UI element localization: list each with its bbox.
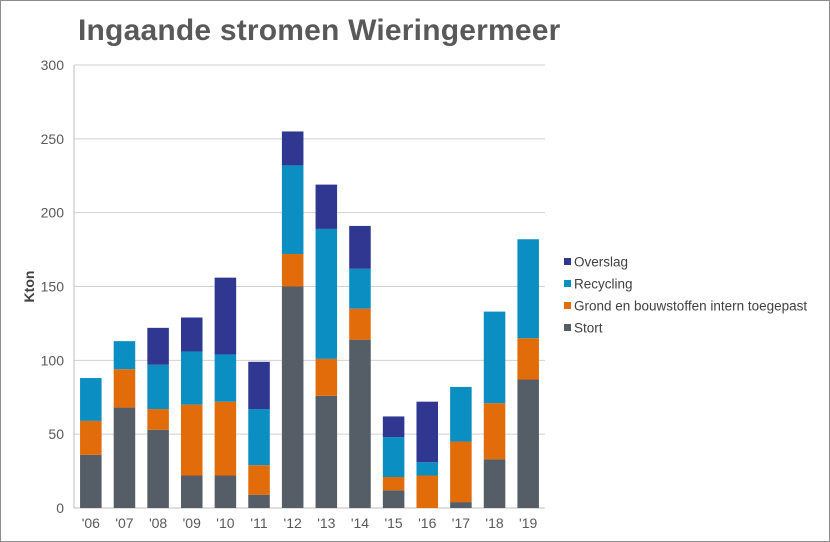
bar-segment xyxy=(281,165,304,255)
bar-segment xyxy=(281,131,304,166)
x-tick-label: '10 xyxy=(216,515,234,531)
chart-title: Ingaande stromen Wieringermeer xyxy=(78,14,561,47)
bar-segment xyxy=(450,502,472,508)
legend-label: Stort xyxy=(574,321,603,336)
bar-segment xyxy=(248,361,270,410)
bar-segment xyxy=(450,386,472,442)
legend-swatch xyxy=(564,258,571,265)
x-tick-label: '08 xyxy=(149,515,167,531)
bar-segment xyxy=(483,311,506,404)
bar-segment xyxy=(349,268,371,309)
bar-segment xyxy=(147,327,169,365)
bar-segment xyxy=(214,475,237,508)
bar-segment xyxy=(80,378,102,421)
bar-segment xyxy=(382,490,405,508)
bar-segment xyxy=(147,429,169,508)
bar-segment xyxy=(416,475,439,508)
bar-segment xyxy=(248,494,270,508)
bar-segment xyxy=(214,401,237,476)
legend-label: Grond en bouwstoffen intern toegepast xyxy=(574,299,807,314)
y-tick-label: 0 xyxy=(56,500,64,516)
x-tick-label: '09 xyxy=(183,515,201,531)
x-tick-label: '11 xyxy=(250,515,267,531)
y-tick-label: 200 xyxy=(41,205,65,221)
bar-segment xyxy=(113,369,136,408)
bar-segment xyxy=(214,354,237,402)
x-tick-label: '17 xyxy=(452,515,470,531)
bar-segment xyxy=(80,454,102,508)
bar-segment xyxy=(214,277,237,355)
bar-segment xyxy=(483,403,506,460)
bar-segment xyxy=(113,407,136,508)
x-tick-label: '13 xyxy=(317,515,335,531)
bar-segment xyxy=(281,286,304,508)
bar-segment xyxy=(517,239,539,339)
y-tick-label: 250 xyxy=(41,131,65,147)
legend-swatch xyxy=(564,302,571,309)
bar-segment xyxy=(349,225,371,269)
bar-segment xyxy=(180,475,203,508)
bar-segment xyxy=(315,358,338,396)
bar-segment xyxy=(382,437,405,477)
bar-segment xyxy=(281,254,304,287)
y-axis-title: Kton xyxy=(21,271,37,303)
x-tick-label: '15 xyxy=(384,515,402,531)
bar-segment xyxy=(416,401,439,463)
bar-segment xyxy=(248,465,270,495)
x-tick-label: '14 xyxy=(351,515,369,531)
bar-segment xyxy=(180,317,203,352)
x-tick-label: '19 xyxy=(519,515,537,531)
x-tick-label: '06 xyxy=(82,515,100,531)
bar-segment xyxy=(147,409,169,430)
bar-segment xyxy=(517,379,539,508)
bar-segment xyxy=(315,395,338,508)
x-tick-label: '18 xyxy=(485,515,503,531)
bar-segment xyxy=(147,364,169,410)
bar-segment xyxy=(113,341,136,370)
x-tick-label: '07 xyxy=(115,515,133,531)
y-tick-label: 100 xyxy=(41,352,65,368)
bar-segment xyxy=(416,462,439,476)
y-tick-label: 50 xyxy=(48,426,64,442)
x-tick-label: '16 xyxy=(418,515,436,531)
bar-segment xyxy=(450,441,472,503)
bar-segment xyxy=(349,308,371,340)
bar-segment xyxy=(180,404,203,476)
legend-swatch xyxy=(564,280,571,287)
legend-swatch xyxy=(564,324,571,331)
y-tick-label: 300 xyxy=(41,57,65,73)
legend-label: Overslag xyxy=(574,255,628,270)
bar-segment xyxy=(349,339,371,508)
bar-segment xyxy=(180,351,203,405)
legend-label: Recycling xyxy=(574,277,633,292)
bar-segment xyxy=(80,420,102,455)
bar-segment xyxy=(248,409,270,466)
bar-segment xyxy=(517,338,539,380)
bar-segment xyxy=(315,228,338,359)
x-tick-label: '12 xyxy=(284,515,302,531)
y-tick-label: 150 xyxy=(41,279,65,295)
bar-segment xyxy=(382,416,405,438)
bar-segment xyxy=(483,459,506,508)
bar-segment xyxy=(382,476,405,491)
bar-segment xyxy=(315,184,338,229)
